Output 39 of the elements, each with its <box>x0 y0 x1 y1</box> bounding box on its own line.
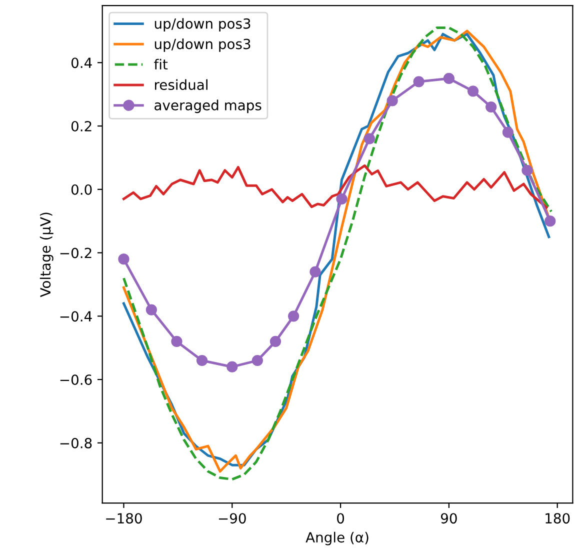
point <box>146 304 157 316</box>
point <box>522 164 533 176</box>
y-tick-label: −0.2 <box>60 248 92 258</box>
line-series <box>122 164 548 209</box>
y-tick-label: −0.8 <box>60 438 92 448</box>
x-tick-label: 0 <box>337 513 344 524</box>
point <box>386 95 398 106</box>
point <box>270 336 282 348</box>
y-tick-label: 0.4 <box>71 58 92 68</box>
legend-label: fit <box>154 58 168 70</box>
point <box>443 72 454 84</box>
x-axis-title: Angle (α) <box>306 532 368 546</box>
y-tick-label: 0.2 <box>71 120 92 132</box>
legend-label: residual <box>155 79 208 90</box>
point <box>364 133 375 144</box>
x-tick-label: −180 <box>106 513 142 524</box>
y-tick-label: −0.4 <box>60 311 92 322</box>
point <box>288 310 300 322</box>
point <box>252 354 263 366</box>
point <box>502 126 514 138</box>
point <box>171 336 182 348</box>
y-tick-label: −0.6 <box>60 374 92 385</box>
y-tick-label: 0.0 <box>71 184 92 195</box>
legend-label: up/down pos3 <box>154 38 250 52</box>
point <box>118 254 130 265</box>
point <box>486 101 497 113</box>
x-tick-label: 90 <box>440 513 457 524</box>
point <box>544 216 556 227</box>
x-tick-label: −90 <box>218 513 246 524</box>
y-axis-title: Voltage (μV) <box>40 212 54 298</box>
point <box>467 86 479 97</box>
point <box>226 361 238 372</box>
point <box>310 266 321 278</box>
legend-label: up/down pos3 <box>154 18 250 32</box>
x-tick-label: 180 <box>546 513 570 524</box>
point <box>413 76 424 88</box>
point <box>336 193 348 204</box>
point <box>196 354 208 366</box>
legend-label: averaged maps <box>154 100 262 114</box>
